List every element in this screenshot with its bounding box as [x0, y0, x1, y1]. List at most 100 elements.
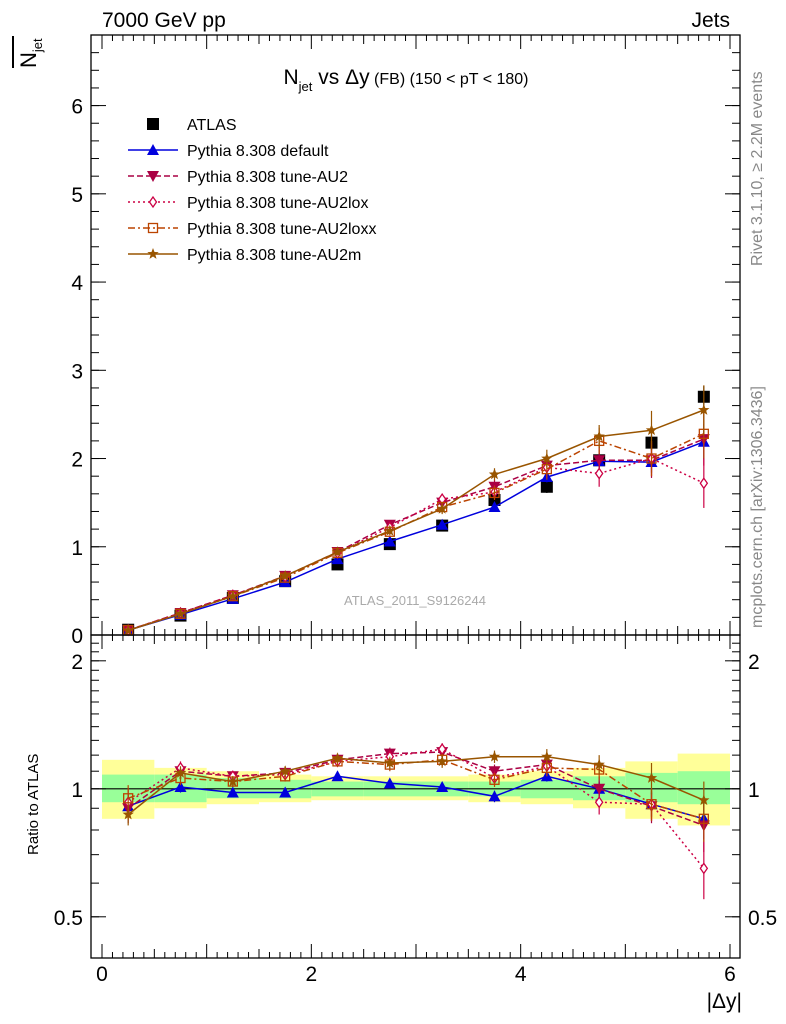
ratio-point-default	[383, 777, 396, 789]
point-au2m	[488, 468, 501, 480]
legend-item-atlas: ATLAS	[147, 117, 237, 134]
main-ylabel-main: N	[16, 52, 41, 68]
xtick-label: 6	[724, 963, 736, 986]
ratio-point-au2m	[541, 750, 553, 762]
point-au2m	[384, 524, 396, 536]
ratio-point-au2m	[645, 772, 658, 783]
series-line-au2lox	[127, 457, 705, 631]
legend-marker-au2	[147, 171, 159, 182]
legend-marker-au2loxx	[147, 222, 159, 234]
title-fb: (FB)	[370, 71, 406, 88]
point-au2lox	[699, 477, 709, 490]
ratio-point-au2	[593, 783, 606, 795]
legend-item-au2lox: Pythia 8.308 tune-AU2lox	[128, 195, 368, 212]
ratio-point-default	[331, 770, 344, 782]
ratio-ytick-label: 1	[71, 779, 83, 802]
svg-text:Njet: Njet	[16, 38, 45, 68]
point-au2m	[645, 424, 658, 436]
series-line-default	[127, 441, 705, 631]
main-ytick-label: 6	[71, 96, 83, 119]
legend-item-au2m: Pythia 8.308 tune-AU2m	[128, 247, 361, 264]
ratio-point-default	[174, 780, 187, 792]
point-default	[488, 501, 501, 513]
ratio-point-au2m	[384, 757, 396, 768]
rivet-label: Rivet 3.1.10, ≥ 2.2M events	[749, 71, 766, 266]
ratio-point-au2m	[698, 794, 710, 806]
ratio-point-au2lox	[594, 796, 604, 809]
point-au2loxx	[489, 487, 500, 499]
ratio-ytick-label: 0.5	[54, 907, 83, 930]
xtick-label: 0	[96, 963, 108, 986]
header-left: 7000 GeV pp	[102, 9, 226, 32]
ratio-point-au2loxx	[489, 774, 500, 785]
title-vs: vs	[312, 66, 345, 89]
ratio-point-default	[436, 780, 449, 792]
legend-marker-au2m	[147, 248, 159, 259]
point-au2m	[331, 546, 344, 557]
xlabel: |Δy|	[707, 990, 742, 1013]
main-ytick-label: 0	[71, 625, 83, 648]
main-ytick-label: 2	[71, 449, 83, 472]
legend-marker-default	[147, 144, 159, 155]
title-main: N	[284, 66, 299, 89]
legend-label-au2m: Pythia 8.308 tune-AU2m	[187, 247, 361, 264]
ratio-point-au2m	[174, 766, 187, 778]
point-default	[383, 535, 396, 547]
main-ytick-label: 4	[71, 272, 83, 295]
legend-item-default: Pythia 8.308 default	[128, 143, 329, 160]
ratio-point-au2m	[279, 765, 291, 777]
chart-title: Njet vs Δy (FB) (150 < pT < 180)	[284, 66, 529, 94]
point-au2m	[174, 607, 187, 619]
legend-marker-atlas	[147, 118, 159, 130]
ratio-line-au2m	[127, 755, 705, 816]
legend-marker-au2lox	[148, 195, 158, 209]
ratio-ytick-label-right: 1	[748, 779, 760, 802]
watermark: ATLAS_2011_S9126244	[344, 593, 486, 608]
ratio-point-au2m	[488, 750, 501, 762]
ratio-ytick-label: 2	[71, 651, 83, 674]
ratio-ytick-label-right: 0.5	[748, 907, 777, 930]
ratio-point-default	[226, 786, 239, 798]
main-plot: 0 1 2 3 4 5 6	[71, 34, 741, 648]
point-au2m	[698, 404, 710, 415]
xtick-label: 2	[305, 963, 317, 986]
title-range: (150 < pT < 180)	[405, 71, 528, 88]
main-ylabel: Njet	[12, 36, 45, 68]
legend-label-au2: Pythia 8.308 tune-AU2	[187, 169, 348, 186]
ratio-point-au2loxx	[646, 799, 657, 810]
point-au2loxx	[646, 453, 657, 464]
series-au2m	[122, 385, 710, 636]
point-au2lox	[594, 467, 604, 480]
series-line-au2m	[127, 409, 705, 632]
ratio-line-au2lox	[127, 748, 705, 869]
point-atlas	[540, 480, 553, 493]
legend-item-au2loxx: Pythia 8.308 tune-AU2loxx	[128, 221, 376, 238]
point-au2m	[122, 624, 134, 636]
point-default	[436, 518, 449, 530]
title-dy: Δy	[345, 66, 370, 89]
ratio-plot: 0.5 0.5 1 1 2 2 0 2 4 6	[54, 634, 777, 986]
mcplots-label: mcplots.cern.ch [arXiv:1306.3436]	[749, 386, 766, 628]
point-au2m	[227, 590, 239, 601]
point-au2m	[279, 569, 291, 581]
ratio-point-au2loxx	[123, 793, 134, 804]
legend-item-au2: Pythia 8.308 tune-AU2	[128, 169, 348, 186]
ratio-point-au2m	[593, 758, 605, 770]
title-sub: jet	[298, 79, 313, 94]
legend-label-default: Pythia 8.308 default	[187, 143, 329, 160]
point-au2m	[436, 502, 448, 514]
point-au2m	[593, 430, 605, 442]
xtick-label: 4	[515, 963, 527, 986]
legend-label-atlas: ATLAS	[187, 117, 237, 134]
main-ytick-label: 1	[71, 537, 83, 560]
ratio-point-au2m	[436, 755, 448, 767]
series-default	[122, 424, 710, 636]
ratio-point-au2lox	[699, 862, 709, 875]
ratio-point-au2m	[122, 808, 134, 820]
main-ytick-label: 3	[71, 360, 83, 383]
main-ylabel-sub: jet	[30, 38, 45, 53]
ratio-line-default	[127, 775, 705, 820]
ratio-point-au2m	[227, 775, 239, 787]
point-au2m	[541, 452, 553, 464]
